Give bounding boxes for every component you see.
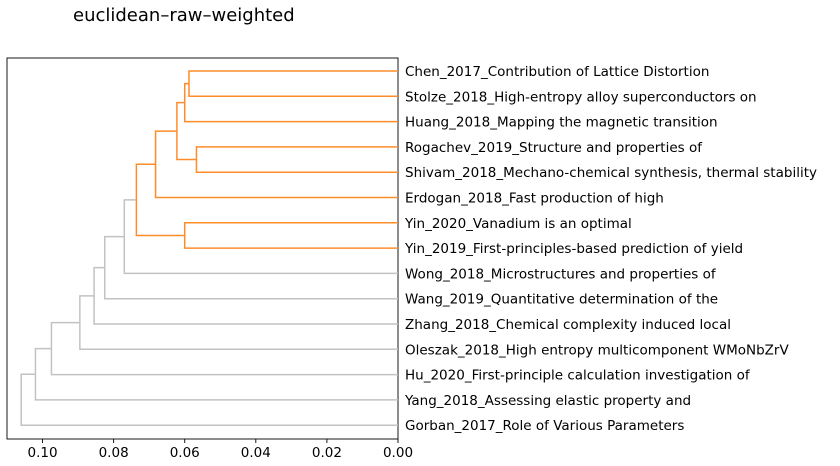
x-tick-label: 0.10 <box>28 445 58 461</box>
leaf-label: Rogachev_2019_Structure and properties o… <box>405 140 703 156</box>
dendrogram-link-8 <box>123 199 398 275</box>
x-tick-label: 0.04 <box>241 445 271 461</box>
dendrogram-link-6 <box>183 222 398 249</box>
leaf-label: Huang_2018_Mapping the magnetic transiti… <box>405 115 718 131</box>
leaf-label: Stolze_2018_High-entropy alloy supercond… <box>405 89 757 105</box>
chart-title: euclidean–raw–weighted <box>73 5 295 26</box>
leaf-label: Yang_2018_Assessing elastic property and <box>404 393 691 409</box>
leaf-label: Gorban_2017_Role of Various Parameters <box>405 418 684 434</box>
dendrogram-links <box>20 70 398 426</box>
x-tick-label: 0.06 <box>170 445 200 461</box>
leaf-label: Shivam_2018_Mechano-chemical synthesis, … <box>405 165 817 181</box>
leaf-label: Hu_2020_First-principle calculation inve… <box>405 368 751 384</box>
dendrogram-link-13 <box>34 347 398 401</box>
leaf-label: Zhang_2018_Chemical complexity induced l… <box>405 317 731 333</box>
leaf-label: Erdogan_2018_Fast production of high <box>405 191 664 207</box>
leaf-label: Wang_2019_Quantitative determination of … <box>405 292 718 308</box>
dendrogram-link-2 <box>183 82 398 123</box>
dendrogram-link-11 <box>79 295 398 351</box>
leaf-label: Yin_2020_Vanadium is an optimal <box>404 216 632 232</box>
x-tick-label: 0.08 <box>99 445 129 461</box>
dendrogram-link-14 <box>20 373 398 426</box>
leaf-labels: Chen_2017_Contribution of Lattice Distor… <box>404 64 817 434</box>
dendrogram-link-1 <box>188 70 398 98</box>
dendrogram-link-5 <box>154 130 398 199</box>
leaf-label: Wong_2018_Microstructures and properties… <box>405 266 717 282</box>
dendrogram-link-3 <box>195 146 398 173</box>
dendrogram-link-9 <box>104 235 398 300</box>
dendrogram-link-4 <box>176 101 197 161</box>
x-axis: 0.10 0.08 0.06 0.04 0.02 0.00 <box>28 439 413 461</box>
leaf-label: Chen_2017_Contribution of Lattice Distor… <box>405 64 709 80</box>
dendrogram-link-10 <box>93 266 398 325</box>
leaf-label: Yin_2019_First-principles-based predicti… <box>404 241 743 257</box>
x-tick-label: 0.00 <box>383 445 413 461</box>
dendrogram-link-7 <box>135 163 185 237</box>
x-tick-label: 0.02 <box>312 445 342 461</box>
leaf-label: Oleszak_2018_High entropy multicomponent… <box>405 342 789 358</box>
